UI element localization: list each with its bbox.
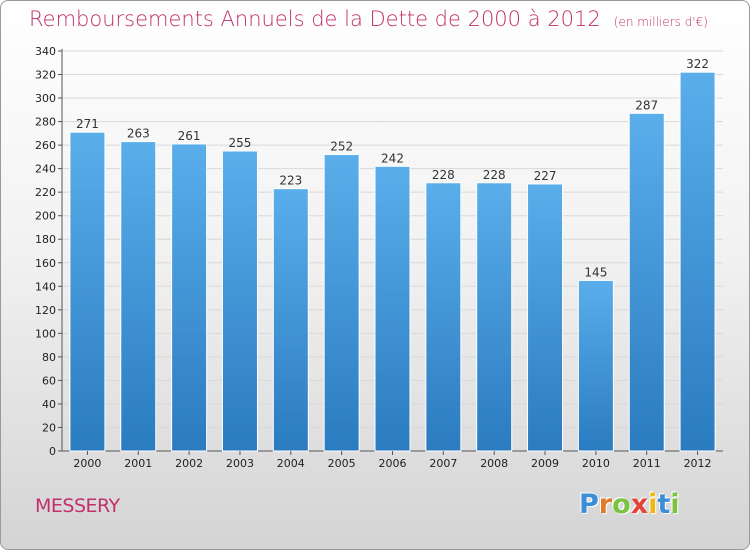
bar-value-label: 263 <box>127 127 150 141</box>
y-tick-label: 100 <box>35 327 56 340</box>
bar <box>171 143 208 452</box>
brand-letter: t <box>657 489 671 520</box>
x-tick-label: 2004 <box>277 457 305 470</box>
y-tick-label: 20 <box>42 421 56 434</box>
bar <box>679 71 716 452</box>
x-tick-label: 2009 <box>531 457 559 470</box>
bar <box>425 182 462 452</box>
y-tick-label: 0 <box>49 445 56 458</box>
x-tick-label: 2007 <box>429 457 457 470</box>
x-tick-label: 2001 <box>124 457 152 470</box>
y-tick-label: 120 <box>35 304 56 317</box>
brand-letter: x <box>630 489 649 520</box>
x-tick-label: 2000 <box>73 457 101 470</box>
bar-value-label: 252 <box>330 140 353 154</box>
commune-name: MESSERY <box>35 495 120 517</box>
y-tick-label: 80 <box>42 351 56 364</box>
chart-title-main: Remboursements Annuels de la Dette de 20… <box>29 7 601 31</box>
y-tick-label: 220 <box>35 186 56 199</box>
bar-value-label: 227 <box>534 169 557 183</box>
bar-value-label: 242 <box>381 151 404 165</box>
y-tick-label: 200 <box>35 210 56 223</box>
y-tick-label: 240 <box>35 163 56 176</box>
x-tick-label: 2003 <box>226 457 254 470</box>
brand-letter: o <box>612 489 631 520</box>
y-tick-label: 40 <box>42 398 56 411</box>
bar <box>120 141 157 452</box>
x-tick-label: 2012 <box>684 457 712 470</box>
bar-value-label: 271 <box>76 117 99 131</box>
x-tick-label: 2006 <box>379 457 407 470</box>
bar <box>476 182 513 452</box>
brand-letter: r <box>598 489 613 520</box>
bar-value-label: 322 <box>686 57 709 71</box>
bar <box>577 279 614 452</box>
bar <box>527 183 564 452</box>
y-tick-label: 160 <box>35 257 56 270</box>
bar-value-label: 287 <box>635 98 658 112</box>
y-tick-label: 260 <box>35 139 56 152</box>
y-tick-label: 300 <box>35 92 56 105</box>
bar <box>374 165 411 452</box>
bar-value-label: 145 <box>584 265 607 279</box>
y-tick-label: 140 <box>35 280 56 293</box>
x-tick-label: 2011 <box>633 457 661 470</box>
bar <box>323 154 360 452</box>
x-tick-label: 2002 <box>175 457 203 470</box>
brand-letter: i <box>648 489 658 520</box>
bar-value-label: 228 <box>483 168 506 182</box>
y-tick-label: 340 <box>35 45 56 58</box>
y-tick-label: 280 <box>35 116 56 129</box>
y-tick-label: 60 <box>42 374 56 387</box>
bar-value-label: 223 <box>279 174 302 188</box>
bar-value-label: 255 <box>229 136 252 150</box>
y-tick-label: 180 <box>35 233 56 246</box>
bar <box>272 188 309 452</box>
bar-value-label: 228 <box>432 168 455 182</box>
brand-letter: i <box>670 489 680 520</box>
x-tick-label: 2010 <box>582 457 610 470</box>
brand-letter: P <box>579 489 599 520</box>
x-tick-label: 2008 <box>480 457 508 470</box>
chart-title-unit: (en milliers d'€) <box>613 15 708 29</box>
chart-title: Remboursements Annuels de la Dette de 20… <box>29 7 708 31</box>
bar <box>69 131 106 452</box>
brand-logo: Proxiti <box>579 489 680 520</box>
y-tick-label: 320 <box>35 69 56 82</box>
bar <box>221 150 258 452</box>
bar <box>628 112 665 452</box>
bar-value-label: 261 <box>178 129 201 143</box>
x-tick-label: 2005 <box>328 457 356 470</box>
